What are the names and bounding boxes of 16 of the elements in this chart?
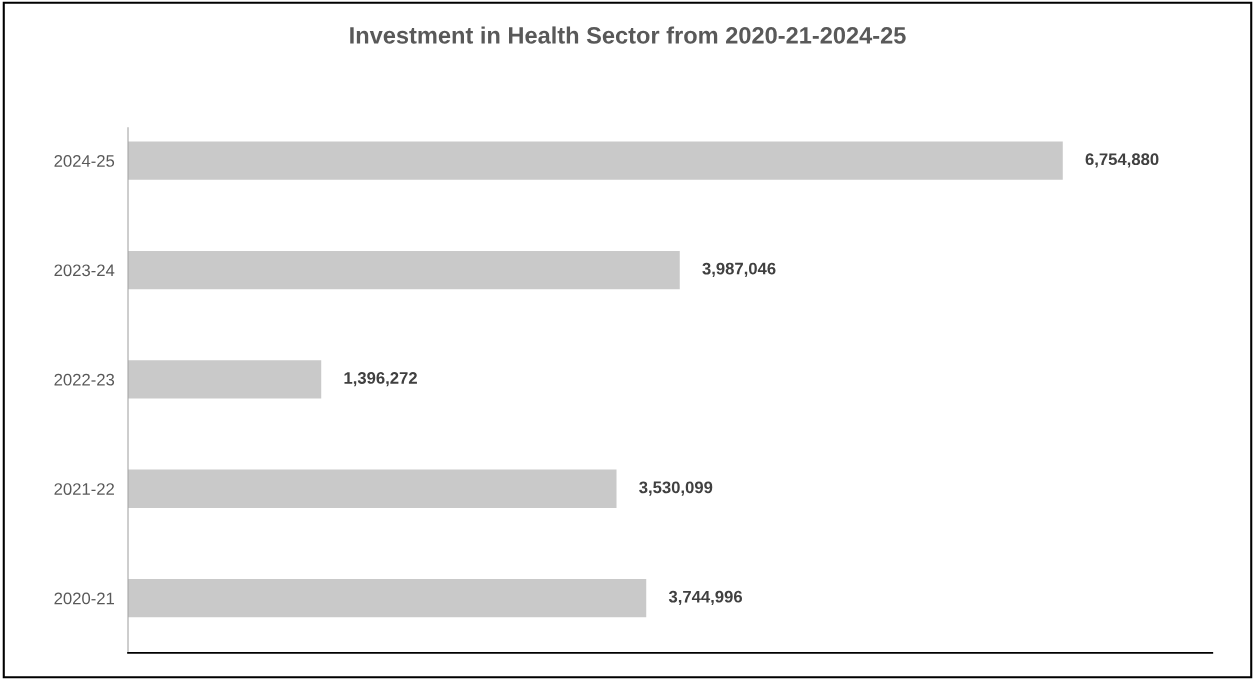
chart-title: Investment in Health Sector from 2020-21-2024-25 — [350, 26, 906, 44]
bar — [128, 360, 322, 399]
data-label: 6,754,880 — [1085, 153, 1159, 168]
y-tick-label: 2023-24 — [54, 264, 115, 277]
bar — [128, 578, 647, 618]
y-tick-label: 2021-22 — [54, 483, 114, 495]
y-tick-label: 2024-25 — [54, 155, 115, 167]
data-label: 3,744,996 — [668, 590, 743, 606]
y-tick-label: 2022-23 — [54, 373, 115, 386]
bar — [128, 250, 680, 290]
data-label: 1,396,272 — [344, 372, 417, 387]
bar — [128, 141, 1063, 180]
data-label: 3,530,099 — [639, 481, 713, 496]
y-tick-label: 2020-21 — [54, 592, 115, 605]
bar — [128, 469, 617, 508]
data-label: 3,987,046 — [702, 262, 776, 277]
